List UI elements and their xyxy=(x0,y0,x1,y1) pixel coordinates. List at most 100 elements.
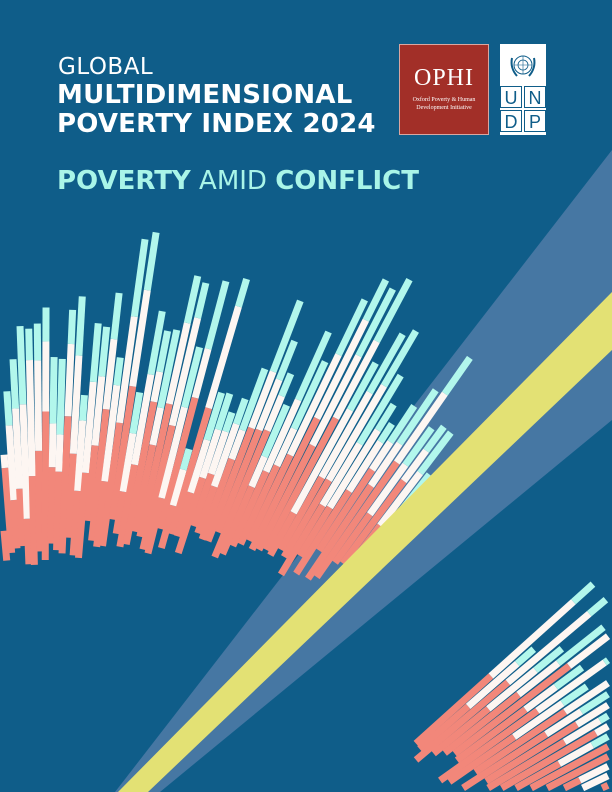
bar-segment xyxy=(452,663,572,757)
bar-segment xyxy=(516,660,561,698)
bar-segment xyxy=(465,660,520,710)
bar-segment xyxy=(441,355,473,396)
bar-segment xyxy=(373,277,413,343)
bar-segment xyxy=(168,407,212,536)
bar-segment xyxy=(447,733,517,785)
bar-segment xyxy=(262,416,339,552)
bar-segment xyxy=(16,326,27,405)
bar-segment xyxy=(9,359,20,409)
bar-segment xyxy=(594,723,610,737)
bar-segment xyxy=(130,238,149,318)
bar-segment xyxy=(562,777,582,792)
bar-segment xyxy=(313,460,400,580)
bar-segment xyxy=(380,329,419,388)
bar-segment xyxy=(207,430,229,476)
bar-segment xyxy=(556,624,606,666)
bar-segment xyxy=(461,731,549,791)
bar-segment xyxy=(374,402,397,433)
subtitle-word-poverty: POVERTY xyxy=(57,166,191,196)
bar-segment xyxy=(246,453,294,543)
bar-segment xyxy=(173,491,195,538)
ophi-logo-line1: Oxford Poverty & Human xyxy=(412,97,476,103)
bar-segment xyxy=(505,611,592,686)
bar-segment xyxy=(47,467,56,544)
subtitle: POVERTY AMID CONFLICT xyxy=(57,166,419,196)
bar-segment xyxy=(277,475,325,552)
bar-segment xyxy=(248,370,277,430)
bar-segment xyxy=(158,406,188,499)
bar-segment xyxy=(488,599,576,679)
bar-segment xyxy=(12,408,24,489)
bar-segment xyxy=(277,503,326,577)
bar-segment xyxy=(112,491,127,535)
bar-segment xyxy=(143,231,160,291)
bar-segment xyxy=(431,706,491,757)
bar-segment xyxy=(190,472,215,528)
bar-segment xyxy=(25,359,36,477)
bar-segment xyxy=(269,299,304,373)
bar-segment xyxy=(23,518,33,565)
bar-segment xyxy=(486,738,567,791)
bar-segment xyxy=(523,684,558,713)
bar-segment xyxy=(235,277,250,308)
bar-segment xyxy=(417,430,454,476)
bar-segment xyxy=(129,391,144,434)
bar-segment xyxy=(156,330,172,373)
bar-segment xyxy=(393,391,448,465)
undp-letter-p: P xyxy=(524,110,546,132)
bar-segment xyxy=(529,743,610,792)
bar-segment xyxy=(387,403,418,445)
bar-segment xyxy=(203,391,225,441)
bar-segment xyxy=(602,657,611,666)
bar-segment xyxy=(423,424,447,453)
bar-segment xyxy=(535,659,607,714)
bar-segment xyxy=(3,391,13,426)
bar-segment xyxy=(204,426,255,543)
title-line-1: MULTIDIMENSIONAL xyxy=(57,80,353,110)
bar-segment xyxy=(290,360,329,431)
bar-segment xyxy=(239,367,269,432)
bar-segment xyxy=(55,434,64,472)
bar-segment xyxy=(454,706,528,764)
bar-segment xyxy=(75,296,86,356)
bar-segment xyxy=(267,511,297,557)
bar-segment xyxy=(332,512,373,565)
bar-segment xyxy=(553,664,585,690)
bar-segment xyxy=(318,390,373,480)
radial-bars-lower xyxy=(413,581,611,792)
bar-segment xyxy=(147,310,166,376)
bar-segment xyxy=(150,371,164,403)
bar-segment xyxy=(108,385,137,520)
bar-segment xyxy=(281,478,332,559)
bar-segment xyxy=(590,733,610,749)
bar-segment xyxy=(248,455,268,489)
bar-segment xyxy=(473,708,568,775)
bar-segment xyxy=(91,376,106,446)
bar-segment xyxy=(560,683,589,707)
bar-segment xyxy=(89,322,102,383)
bar-segment xyxy=(48,423,57,468)
bar-segment xyxy=(144,497,166,555)
bar-segment xyxy=(587,596,609,617)
bar-segment xyxy=(287,353,342,457)
bar-segment xyxy=(255,378,283,432)
bar-segment xyxy=(575,702,610,728)
bar-segment xyxy=(136,403,173,538)
subtitle-word-amid: AMID xyxy=(190,166,276,196)
radial-bars-upper xyxy=(0,231,473,590)
bar-segment xyxy=(377,421,395,444)
undp-letter-d: D xyxy=(500,110,522,132)
bar-segment xyxy=(205,305,242,410)
bar-segment xyxy=(214,428,263,534)
bar-segment xyxy=(340,478,407,566)
bar-segment xyxy=(581,772,610,792)
bar-segment xyxy=(65,453,77,538)
bar-segment xyxy=(194,485,218,535)
bar-segment xyxy=(262,398,302,474)
bar-segment xyxy=(278,372,295,398)
bar-segment xyxy=(53,471,63,551)
bar-segment xyxy=(131,444,157,533)
bar-segment xyxy=(514,646,537,667)
bar-segment xyxy=(255,443,316,552)
